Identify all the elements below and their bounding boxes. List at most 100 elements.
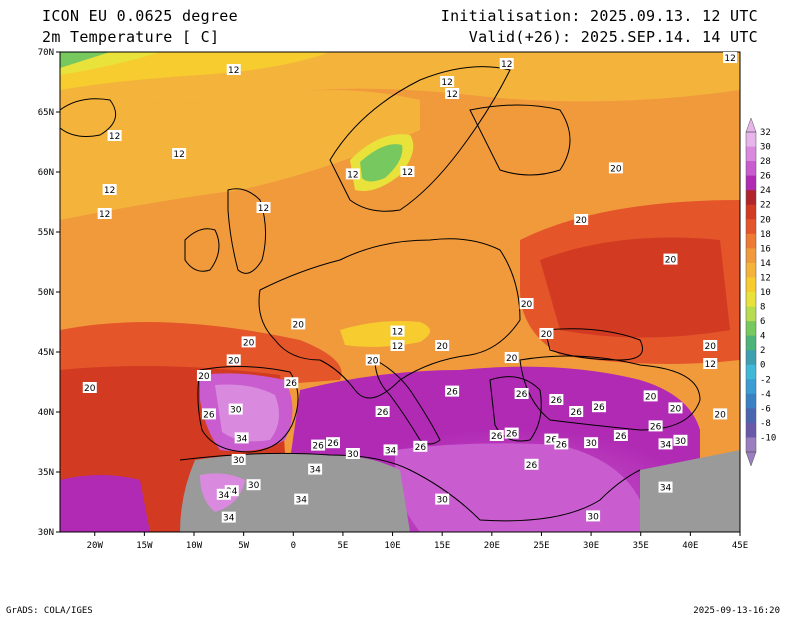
contour-labels: 1212121212121212121212121212122020202020… bbox=[82, 52, 738, 524]
colorbar-swatch bbox=[746, 219, 756, 235]
contour-label-box bbox=[311, 439, 326, 451]
colorbar-top-arrow bbox=[745, 117, 757, 133]
colorbar-level-label: 10 bbox=[760, 288, 771, 298]
colorbar-swatch bbox=[746, 292, 756, 308]
lon-tick-label: 15E bbox=[434, 541, 450, 551]
contour-label-box bbox=[668, 402, 683, 414]
contour-label: 34 bbox=[236, 434, 248, 444]
colorbar-level-label: 6 bbox=[760, 317, 765, 327]
contour-label: 20 bbox=[293, 320, 305, 330]
contour-label-box bbox=[413, 440, 428, 452]
temperature-field bbox=[60, 52, 740, 532]
colorbar-level-label: 4 bbox=[760, 332, 765, 342]
contour-label-box bbox=[539, 328, 554, 339]
contour-label: 26 bbox=[446, 388, 458, 398]
contour-label: 26 bbox=[546, 436, 558, 446]
colorbar-swatch bbox=[746, 233, 756, 249]
contour-label-box bbox=[519, 298, 534, 309]
colorbar-swatch bbox=[746, 175, 756, 191]
colorbar-swatch bbox=[746, 379, 756, 395]
contour-label: 34 bbox=[218, 491, 230, 501]
lon-tick-label: 40E bbox=[682, 541, 698, 551]
contour-label-box bbox=[216, 488, 231, 500]
contour-label: 12 bbox=[501, 60, 512, 70]
contour-label: 26 bbox=[415, 443, 427, 453]
colorbar-swatch bbox=[746, 190, 756, 206]
contour-label: 20 bbox=[610, 164, 622, 174]
contour-label-box bbox=[514, 388, 529, 399]
contour-label-box bbox=[592, 401, 607, 413]
contour-label: 34 bbox=[660, 484, 672, 494]
contour-label-box bbox=[673, 434, 688, 446]
contour-label-box bbox=[586, 510, 601, 522]
lat-tick-label: 60N bbox=[38, 168, 54, 178]
contour-label: 20 bbox=[198, 372, 210, 382]
lon-tick-label: 30E bbox=[583, 541, 599, 551]
colorbar-level-label: 20 bbox=[760, 215, 771, 225]
contour-label: 34 bbox=[660, 440, 672, 450]
contour-label: 20 bbox=[243, 338, 255, 348]
lon-tick-label: 45E bbox=[732, 541, 748, 551]
contour-label: 20 bbox=[367, 356, 379, 366]
colorbar-swatch bbox=[746, 364, 756, 380]
render-timestamp: 2025-09-13-16:20 bbox=[693, 606, 780, 616]
lon-tick-label: 10W bbox=[186, 541, 203, 551]
lon-tick-label: 25E bbox=[533, 541, 549, 551]
contour-label: 12 bbox=[441, 78, 452, 88]
contour-label-box bbox=[445, 385, 460, 397]
contour-label: 12 bbox=[228, 66, 239, 76]
contour-label-box bbox=[228, 403, 243, 415]
contour-label-box bbox=[241, 336, 256, 348]
colorbar-swatch bbox=[746, 132, 756, 148]
contour-label-box bbox=[294, 493, 309, 505]
contour-label-box bbox=[107, 130, 122, 141]
contour-label-box bbox=[504, 352, 519, 363]
contour-label-box bbox=[256, 202, 271, 213]
contour-label: 26 bbox=[327, 439, 339, 449]
contour-label: 12 bbox=[392, 342, 403, 352]
contour-label: 26 bbox=[516, 390, 528, 400]
contour-label: 20 bbox=[670, 404, 682, 414]
contour-label: 30 bbox=[233, 456, 245, 466]
contour-label-box bbox=[345, 448, 360, 459]
lon-tick-label: 20E bbox=[484, 541, 500, 551]
grads-credit: GrADS: COLA/IGES bbox=[6, 606, 93, 616]
contour-label-box bbox=[102, 184, 117, 195]
colorbar-level-label: 8 bbox=[760, 303, 765, 313]
colorbar-swatch bbox=[746, 262, 756, 278]
contour-label: 12 bbox=[109, 132, 120, 142]
contour-label: 12 bbox=[446, 90, 457, 100]
contour-label: 30 bbox=[248, 481, 260, 491]
colorbar-level-label: 2 bbox=[760, 346, 765, 356]
contour-label: 30 bbox=[230, 406, 242, 416]
latitude-ticks: 70N 65N 60N 55N 50N 45N 40N 35N 30N bbox=[38, 48, 60, 538]
lon-tick-label: 10E bbox=[384, 541, 400, 551]
contour-label-box bbox=[445, 88, 460, 99]
lat-tick-label: 35N bbox=[38, 468, 54, 478]
contour-label: 34 bbox=[223, 514, 235, 524]
contour-label-box bbox=[390, 340, 405, 351]
lon-tick-label: 5W bbox=[238, 541, 249, 551]
contour-label-box bbox=[97, 208, 112, 219]
contour-label: 34 bbox=[385, 446, 397, 456]
colorbar-level-label: 26 bbox=[760, 172, 771, 182]
contour-label: 12 bbox=[99, 210, 110, 220]
contour-label: 26 bbox=[615, 432, 627, 442]
contour-label: 26 bbox=[556, 440, 568, 450]
colorbar-level-label: -10 bbox=[760, 433, 776, 443]
contour-label: 26 bbox=[650, 422, 662, 432]
colorbar-swatch bbox=[746, 321, 756, 337]
contour-label-box bbox=[224, 485, 239, 497]
colorbar-level-label: 32 bbox=[760, 128, 771, 138]
contour-label: 12 bbox=[392, 328, 403, 338]
contour-label-box bbox=[713, 408, 728, 420]
contour-label: 26 bbox=[593, 403, 605, 413]
contour-label-box bbox=[613, 430, 628, 441]
contour-label: 26 bbox=[491, 432, 503, 442]
lat-tick-label: 30N bbox=[38, 528, 54, 538]
contour-label: 34 bbox=[295, 496, 307, 506]
contour-label: 26 bbox=[570, 408, 582, 418]
contour-label: 20 bbox=[521, 300, 533, 310]
colorbar-swatch bbox=[746, 306, 756, 322]
